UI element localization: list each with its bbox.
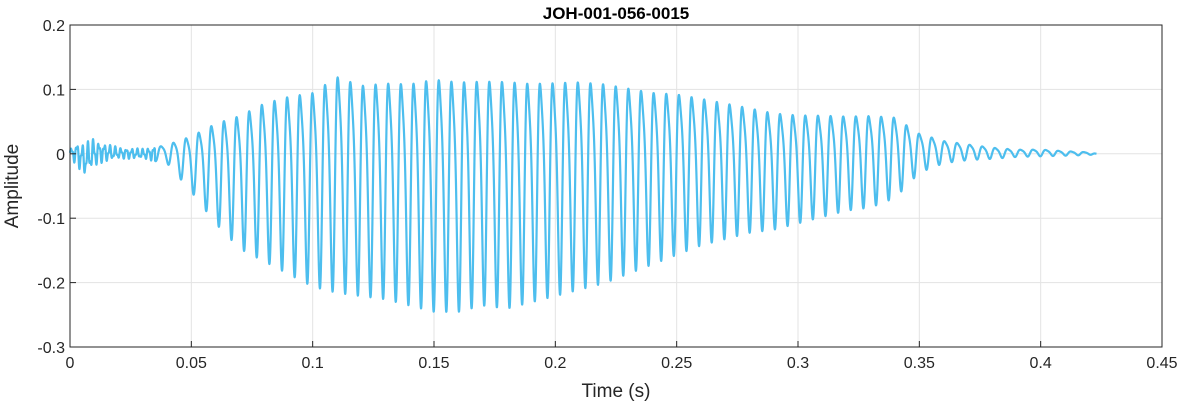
plot-frame [69, 24, 1163, 348]
x-tick-label: 0 [66, 355, 75, 372]
x-tick-label: 0.2 [544, 355, 566, 372]
waveform-series [68, 76, 1098, 313]
chart-title: JOH-001-056-0015 [543, 4, 689, 23]
y-tick-label: -0.2 [37, 276, 65, 293]
y-axis-label: Amplitude [2, 144, 23, 229]
x-tick-label: 0.45 [1146, 355, 1177, 372]
y-axis-ticks: -0.3 -0.2 -0.1 0 0.1 0.2 [37, 18, 76, 357]
x-axis-ticks: 0 0.05 0.1 0.15 0.2 0.25 0.3 0.35 0.4 0.45 [66, 341, 1178, 372]
x-tick-label: 0.1 [302, 355, 324, 372]
x-tick-label: 0.35 [904, 355, 935, 372]
x-axis-label: Time (s) [582, 381, 651, 402]
plot-area [70, 25, 1162, 347]
y-tick-label: 0.1 [43, 82, 65, 99]
y-tick-label: 0 [56, 147, 65, 164]
y-tick-label: -0.1 [37, 211, 65, 228]
y-tick-label: 0.2 [43, 18, 65, 35]
x-tick-label: 0.25 [661, 355, 692, 372]
x-tick-label: 0.3 [787, 355, 809, 372]
y-tick-label: -0.3 [37, 340, 65, 357]
x-tick-label: 0.4 [1030, 355, 1052, 372]
x-tick-label: 0.15 [418, 355, 449, 372]
x-tick-label: 0.05 [176, 355, 207, 372]
waveform-line [68, 76, 1098, 313]
